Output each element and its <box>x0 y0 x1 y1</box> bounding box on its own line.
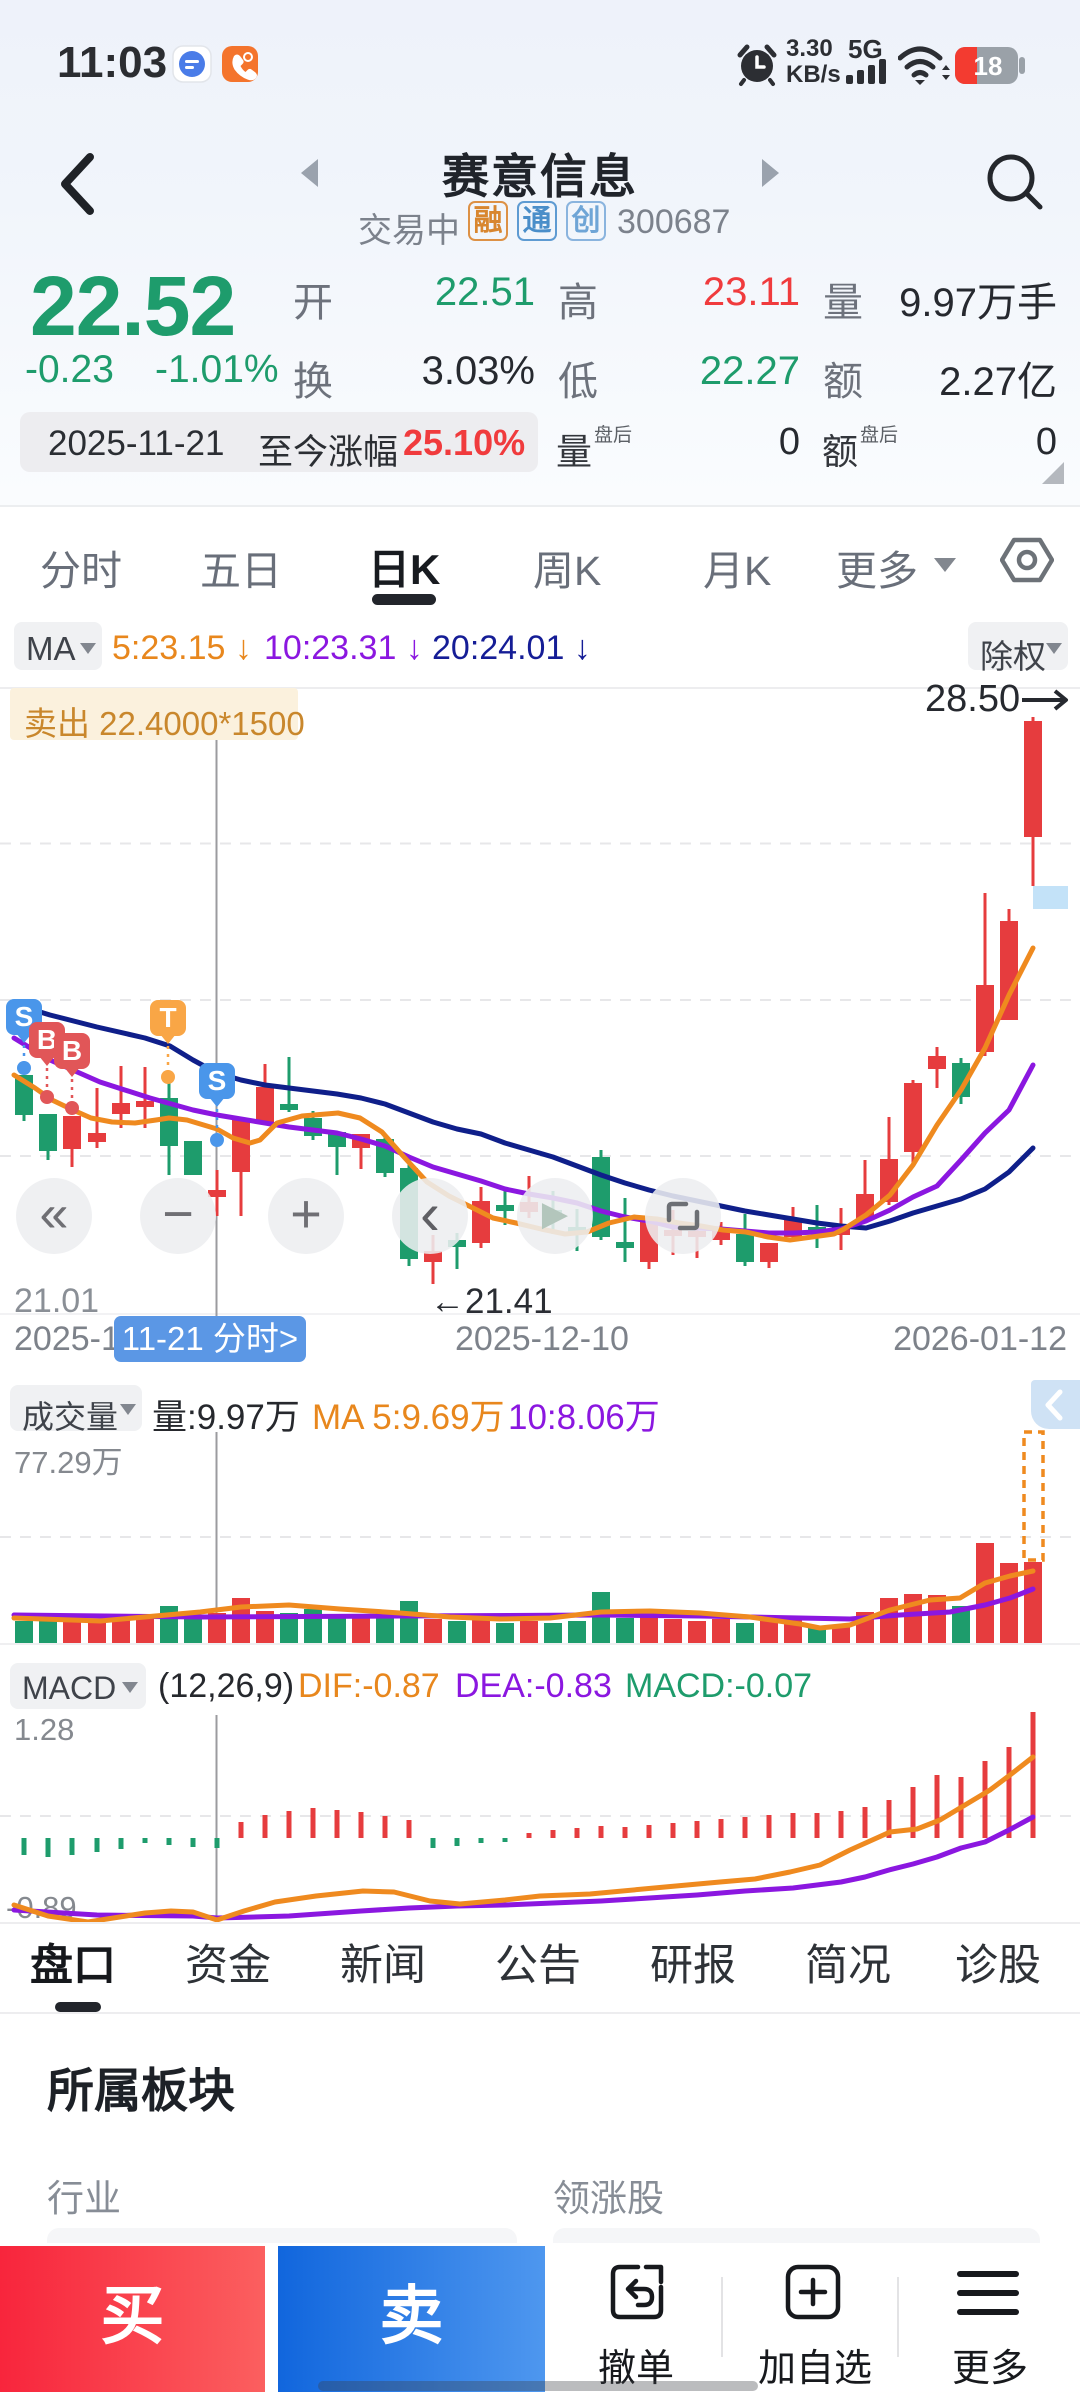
svg-text:S: S <box>208 1065 227 1096</box>
svg-text:B: B <box>62 1035 82 1066</box>
svg-text:18: 18 <box>974 51 1003 81</box>
svg-text:B: B <box>37 1024 57 1055</box>
svg-text:S: S <box>15 1001 34 1032</box>
svg-text:T: T <box>159 1002 176 1033</box>
